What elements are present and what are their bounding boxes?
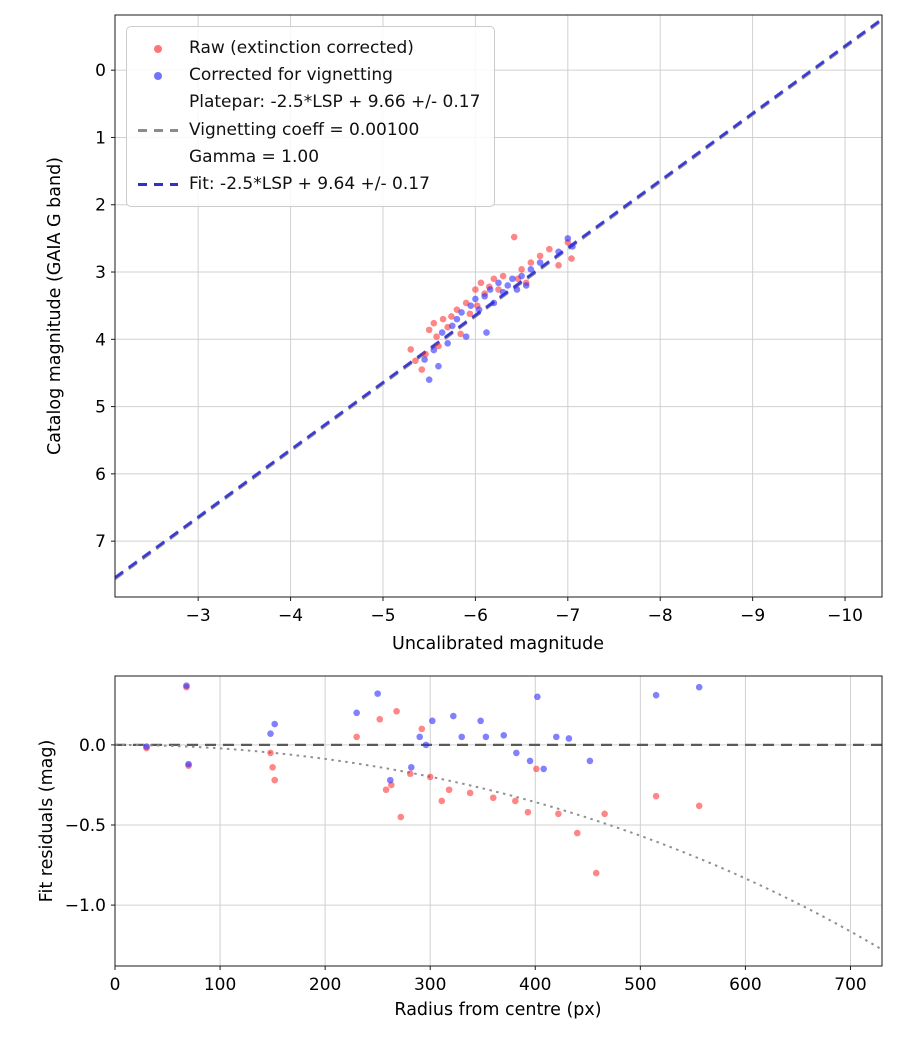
legend-label-fit: Fit: -2.5*LSP + 9.64 +/- 0.17 xyxy=(189,173,430,194)
legend-item-corrected: Corrected for vignetting xyxy=(137,62,480,89)
legend-item-platepar: Platepar: -2.5*LSP + 9.66 +/- 0.17 Vigne… xyxy=(137,89,480,171)
gray-dashed-line-marker xyxy=(137,128,179,132)
red-dot-marker xyxy=(137,44,179,53)
legend-label-corrected: Corrected for vignetting xyxy=(189,65,393,86)
bottom-xaxis-label: Radius from centre (px) xyxy=(394,1000,602,1020)
bottom-yaxis-label: Fit residuals (mag) xyxy=(37,739,57,903)
legend-item-raw: Raw (extinction corrected) xyxy=(137,35,480,62)
plot-legend: Raw (extinction corrected) Corrected for… xyxy=(126,26,496,208)
legend-item-fit: Fit: -2.5*LSP + 9.64 +/- 0.17 xyxy=(137,171,480,198)
legend-label-platepar: Platepar: -2.5*LSP + 9.66 +/- 0.17 Vigne… xyxy=(189,92,481,167)
blue-dashed-line-marker xyxy=(137,183,179,187)
legend-label-raw: Raw (extinction corrected) xyxy=(189,38,414,58)
blue-dot-marker xyxy=(137,71,179,80)
top-yaxis-label: Catalog magnitude (GAIA G band) xyxy=(45,156,65,456)
top-xaxis-label: Uncalibrated magnitude xyxy=(392,634,604,654)
